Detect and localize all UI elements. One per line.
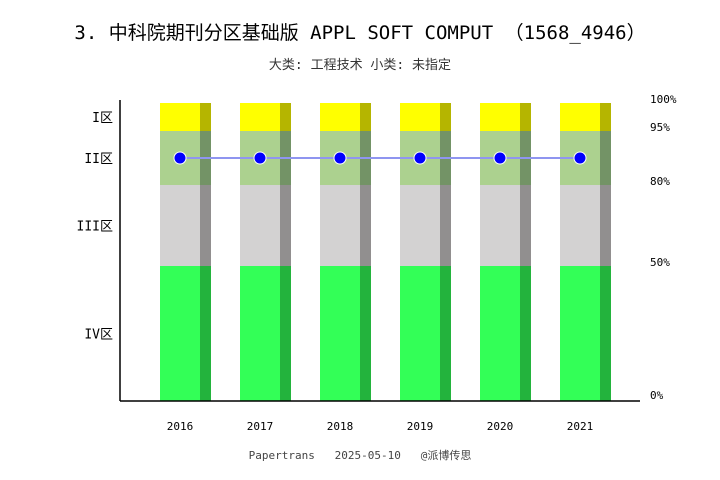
bar-segment [560,266,600,401]
chart-footer: Papertrans 2025-05-10 @派博传思 [248,449,472,462]
bar-segment [160,103,200,131]
bar-segment [160,266,200,401]
chart-subtitle: 大类: 工程技术 小类: 未指定 [268,58,452,73]
bar-segment-shade [200,266,211,401]
right-tick-label: 100% [650,93,677,106]
bar-segment [400,103,440,131]
bar-segment-shade [360,185,371,266]
bar-segment-shade [280,103,291,131]
bar-segment-shade [440,185,451,266]
bar-segment-shade [280,266,291,401]
bar-segment-shade [600,185,611,266]
bar-segment-shade [520,185,531,266]
bar-segment-shade [200,103,211,131]
bar-segment [480,185,520,266]
zone-label: I区 [92,111,113,126]
zone-label: III区 [77,220,113,235]
bar-segment-shade [600,103,611,131]
bar-segment-shade [280,185,291,266]
bar-segment [240,185,280,266]
bar-segment-shade [440,103,451,131]
data-point [333,151,347,165]
bar-segment [480,103,520,131]
bar-segment [320,185,360,266]
bar-segment-shade [440,266,451,401]
right-tick-label: 50% [650,256,670,269]
zone-label: II区 [84,152,113,167]
bar-segment [240,103,280,131]
x-tick-label: 2016 [167,420,194,433]
bar-segment-shade [600,131,611,185]
data-point [413,151,427,165]
data-point [573,151,587,165]
zone-label: IV区 [84,328,113,343]
x-tick-label: 2018 [327,420,354,433]
bar-segment [560,185,600,266]
data-point [173,151,187,165]
chart-title: 3. 中科院期刊分区基础版 APPL SOFT COMPUT （1568_494… [74,22,646,44]
bar-segment [560,103,600,131]
x-tick-label: 2017 [247,420,274,433]
bar-segment-shade [360,103,371,131]
data-point [253,151,267,165]
x-tick-label: 2020 [487,420,514,433]
bar-segment-shade [520,266,531,401]
right-tick-label: 0% [650,389,664,402]
bar-segment [320,266,360,401]
bar-segment-shade [600,266,611,401]
bar-segment [320,103,360,131]
bar-segment-shade [200,185,211,266]
bar-segment [160,185,200,266]
bar-segment [480,266,520,401]
bar-segment [400,266,440,401]
bar-segment-shade [520,103,531,131]
right-tick-label: 80% [650,175,670,188]
bar-segment [240,266,280,401]
right-tick-label: 95% [650,121,670,134]
x-tick-label: 2019 [407,420,434,433]
data-point [493,151,507,165]
bar-segment-shade [360,266,371,401]
bar-segment [400,185,440,266]
x-tick-label: 2021 [567,420,594,433]
